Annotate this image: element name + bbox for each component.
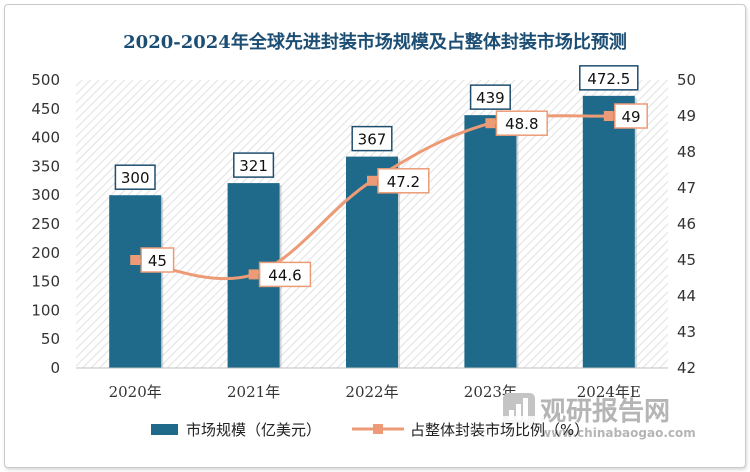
left-axis-tick-label: 400 — [31, 129, 60, 147]
bar-data-label-box — [579, 65, 639, 91]
bar-data-labels: 300 321 367 439 472.5 — [114, 65, 639, 190]
line-data-label: 44.6 — [268, 266, 301, 284]
right-axis-tick-label: 48 — [677, 143, 696, 161]
line-data-label-box — [495, 110, 548, 136]
bar — [464, 115, 517, 368]
line-point-marker — [367, 175, 377, 186]
line-data-label: 45 — [148, 252, 167, 270]
bar-data-label-box — [114, 164, 156, 190]
x-axis-category-label: 2020年 — [109, 383, 162, 401]
x-axis-category-label: 2024年E — [577, 383, 641, 401]
legend-bar-swatch — [151, 424, 178, 435]
left-axis-tick-label: 450 — [31, 100, 60, 118]
right-axis-tick-label: 50 — [677, 71, 696, 89]
chart-title: 2020-2024年全球先进封装市场规模及占整体封装市场比预测 — [123, 31, 627, 53]
right-axis-tick-labels: 42 43 44 45 46 47 48 49 50 — [677, 71, 696, 377]
x-axis-category-label: 2022年 — [345, 383, 398, 401]
left-axis-tick-label: 0 — [50, 359, 60, 377]
bar-data-label: 321 — [239, 157, 268, 175]
bar-data-label: 472.5 — [587, 70, 630, 88]
right-axis-tick-label: 43 — [677, 323, 696, 341]
line-point-marker — [603, 111, 614, 121]
line-data-label-box — [377, 168, 430, 194]
left-axis-tick-label: 250 — [31, 215, 60, 233]
bar — [582, 95, 635, 368]
line-data-label-box — [258, 261, 312, 288]
right-axis-tick-label: 47 — [677, 179, 696, 197]
legend-line-label: 占整体封装市场比例（%） — [410, 421, 589, 439]
left-axis-tick-label: 150 — [31, 273, 60, 291]
left-axis-tick-label: 100 — [31, 301, 60, 319]
left-axis-tick-label: 200 — [31, 244, 60, 262]
legend-line-marker — [373, 424, 383, 434]
line-point-marker — [248, 269, 259, 280]
line-data-label-box — [614, 103, 648, 129]
bar-data-label: 300 — [121, 169, 150, 187]
line-data-label: 48.8 — [505, 115, 538, 133]
legend-bar-label: 市场规模（亿美元） — [186, 421, 321, 439]
line-data-label: 49 — [621, 108, 640, 126]
bar-data-label-box — [233, 152, 275, 178]
left-axis-tick-label: 500 — [31, 71, 60, 89]
right-axis-tick-label: 49 — [677, 107, 696, 125]
watermark-brand: 观研报告网 — [540, 396, 670, 427]
line-data-label-box — [140, 247, 175, 273]
right-axis-tick-label: 42 — [677, 359, 696, 377]
bar-data-label-box — [351, 125, 393, 152]
left-axis-tick-labels: 0 50 100 150 200 250 300 350 400 450 500 — [31, 71, 60, 377]
watermark-url: www.chinabaogao.com — [540, 426, 696, 440]
line-data-label: 47.2 — [387, 173, 420, 191]
line-point-marker — [485, 118, 496, 129]
right-axis-tick-label: 45 — [677, 251, 696, 269]
x-axis-category-label: 2021年 — [227, 383, 280, 401]
bar-data-label-box — [469, 84, 511, 110]
left-axis-tick-label: 50 — [41, 330, 60, 348]
line-point-marker — [130, 255, 141, 265]
right-axis-tick-label: 46 — [677, 215, 696, 233]
x-axis-category-labels: 2020年 2021年 2022年 2023年 2024年E — [109, 383, 641, 401]
bar — [109, 195, 162, 368]
bar-data-label: 367 — [358, 131, 387, 149]
right-axis-tick-label: 44 — [677, 287, 696, 305]
left-axis-tick-label: 300 — [31, 186, 60, 204]
line-data-labels: 45 44.6 47.2 48.8 49 — [140, 103, 648, 288]
bar-data-label: 439 — [476, 89, 505, 107]
left-axis-tick-label: 350 — [31, 157, 60, 175]
legend: 市场规模（亿美元） 占整体封装市场比例（%） — [124, 416, 589, 442]
